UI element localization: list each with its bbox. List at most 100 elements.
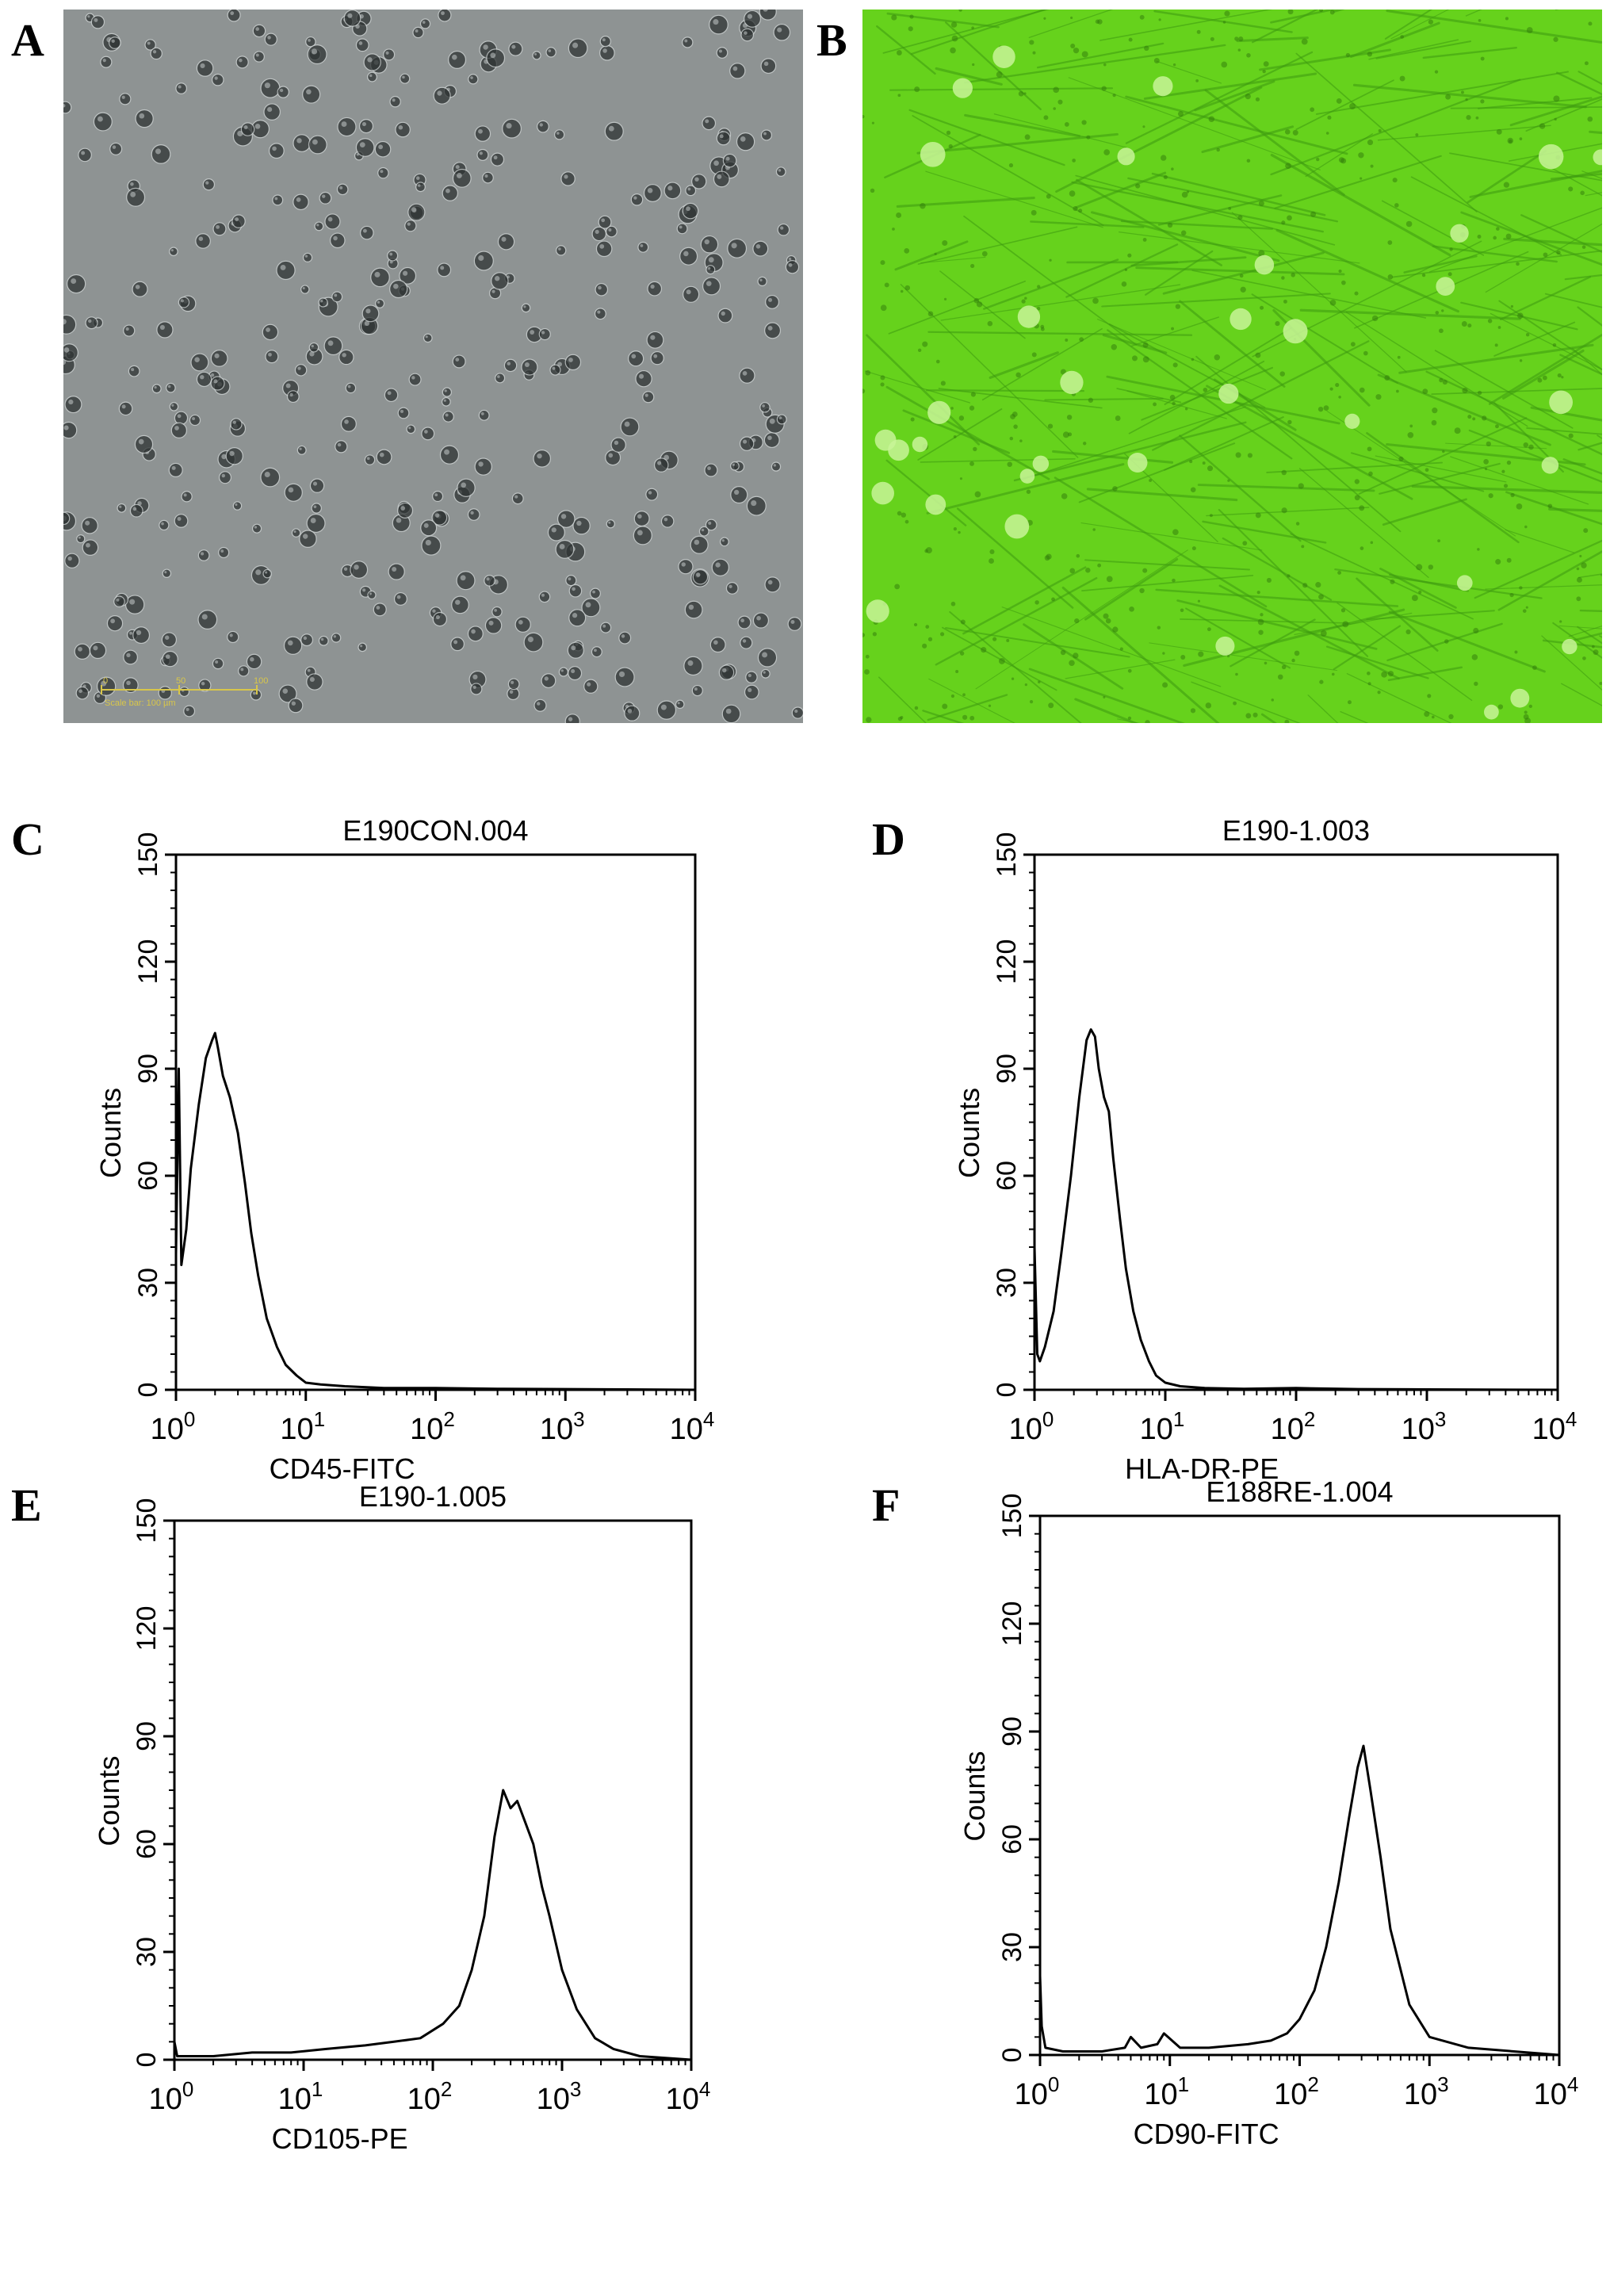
cell-fiber [1222, 537, 1333, 601]
y-tick-label: 60 [132, 1829, 162, 1859]
cell-nucleus [1153, 76, 1173, 97]
cell [118, 401, 133, 416]
cell [438, 10, 452, 22]
cell-fiber [928, 678, 1015, 723]
cell [678, 559, 694, 575]
cell [785, 260, 800, 274]
cell-fiber [876, 25, 936, 75]
cell-nucleus [1004, 514, 1030, 539]
cell-fiber [1352, 83, 1587, 109]
cell [450, 637, 465, 652]
cell-fiber [1061, 586, 1220, 723]
cell-fiber [1101, 293, 1331, 308]
cell-fiber [1179, 300, 1286, 388]
cell [554, 129, 565, 140]
cell [397, 407, 410, 419]
cell [293, 134, 312, 152]
micrograph-b [862, 10, 1602, 723]
cell-fiber [1118, 232, 1360, 264]
cell-fiber [1236, 36, 1309, 43]
cell-fiber [1065, 659, 1176, 679]
cell-fiber [1384, 10, 1433, 40]
cell-fiber [1202, 520, 1327, 544]
cell [474, 457, 492, 476]
cell [737, 615, 751, 629]
cell [306, 673, 323, 691]
cell [113, 595, 125, 608]
cell [711, 558, 729, 576]
micrograph-b-image [862, 10, 1602, 723]
cell [433, 86, 451, 105]
cell-fiber [1568, 625, 1602, 637]
x-tick-label: 104 [670, 1407, 715, 1446]
cell [653, 457, 669, 473]
plot-frame [173, 1519, 693, 2061]
cell-fiber [1274, 155, 1442, 209]
cell-fiber [1298, 468, 1429, 578]
cell-nucleus [1117, 147, 1135, 166]
cell-nucleus [1549, 390, 1573, 415]
cell-fiber [1508, 143, 1602, 162]
cell [610, 437, 626, 453]
cell-fiber [1149, 642, 1338, 672]
cell [277, 86, 289, 98]
cell [314, 221, 324, 232]
cell [691, 684, 703, 697]
cell [308, 135, 327, 155]
cell [178, 297, 190, 308]
micrograph-a-background [63, 10, 803, 723]
y-tick-label: 30 [132, 1937, 162, 1967]
cell [765, 294, 780, 309]
cell-fiber [1541, 162, 1602, 197]
cell [620, 417, 640, 437]
cell [230, 418, 243, 430]
cell [90, 15, 105, 29]
cell [309, 478, 325, 493]
cell-fiber [1143, 72, 1317, 100]
cell [126, 187, 146, 207]
cell [166, 382, 176, 393]
histogram-panel-c: E190CON.004 0 30 60 90 120 150 Counts 100 101 102 1… [94, 814, 714, 1485]
cell [169, 247, 178, 257]
cell [63, 101, 72, 114]
micrograph-a: 0 50 100 Scale bar: 100 µm [63, 10, 803, 723]
cell [752, 240, 769, 257]
cell-fiber [1185, 607, 1291, 669]
cell [240, 122, 255, 136]
cell-nucleus [1017, 305, 1041, 328]
cell [150, 47, 163, 60]
cell [760, 129, 773, 141]
cell [375, 298, 385, 308]
x-tick-label: 100 [1015, 2072, 1060, 2111]
cell [75, 686, 90, 700]
cell-nucleus [1127, 453, 1148, 473]
x-tick-label: 102 [410, 1407, 455, 1446]
cell-fiber [1270, 78, 1521, 176]
cell [175, 82, 188, 94]
cell-fiber [1337, 602, 1473, 702]
cell-fiber [942, 626, 1057, 691]
cell-fiber [1497, 550, 1602, 611]
cell [123, 324, 136, 337]
cell [307, 44, 327, 65]
cell-fiber [925, 170, 1103, 228]
cell-fiber [1561, 683, 1602, 706]
cell-fiber [1485, 223, 1602, 293]
cell [252, 24, 266, 38]
cell [730, 485, 748, 504]
cell [467, 626, 484, 642]
cell [745, 671, 758, 683]
cell-fiber [945, 21, 1042, 111]
cell [719, 537, 729, 547]
cell [197, 610, 218, 629]
x-axis-label: CD90-FITC [1134, 2118, 1279, 2150]
cell-fiber [917, 408, 1003, 461]
cell [294, 364, 308, 377]
cell [729, 63, 746, 79]
cell [89, 641, 107, 660]
cell [218, 546, 230, 559]
cell-fiber [1577, 306, 1602, 327]
cell-fiber [1164, 327, 1292, 405]
cell-fiber [1162, 251, 1325, 295]
cell [174, 411, 189, 425]
